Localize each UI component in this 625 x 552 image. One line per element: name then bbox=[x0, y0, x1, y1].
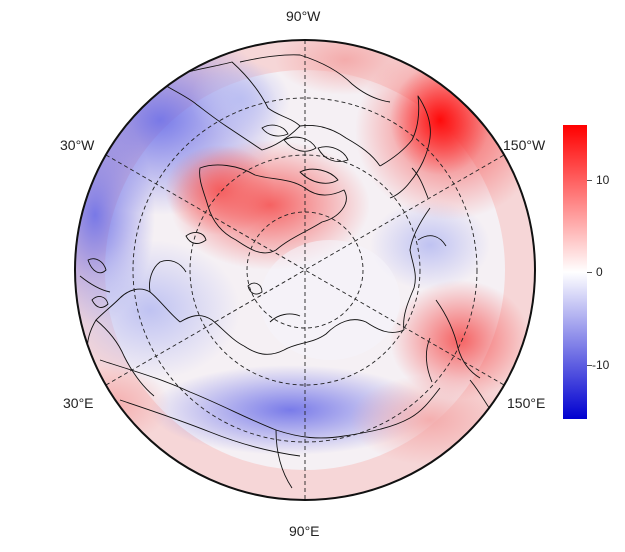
lon-label-30w: 30°W bbox=[60, 137, 95, 153]
graticule bbox=[105, 40, 505, 500]
map-border bbox=[74, 39, 536, 501]
lon-label-30e: 30°E bbox=[63, 395, 94, 411]
colorbar-tick-10 bbox=[587, 180, 592, 181]
colorbar-label-10: 10 bbox=[596, 173, 610, 187]
colorbar-label-minus-10: -10 bbox=[592, 358, 610, 372]
colorbar bbox=[563, 125, 592, 419]
lon-label-150e: 150°E bbox=[507, 395, 546, 411]
lon-label-150w: 150°W bbox=[503, 137, 546, 153]
colorbar-tick-0 bbox=[587, 272, 592, 273]
coastlines bbox=[79, 54, 493, 489]
colorbar-tick-minus-10 bbox=[587, 365, 592, 366]
colorbar-label-0: 0 bbox=[596, 265, 603, 279]
lon-label-90w: 90°W bbox=[286, 8, 321, 24]
lon-label-90e: 90°E bbox=[289, 523, 320, 539]
